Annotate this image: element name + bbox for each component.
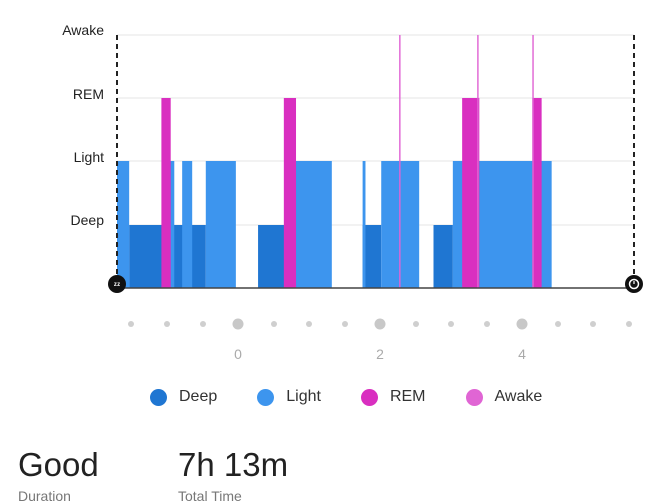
rem-segment <box>283 98 297 288</box>
minor-tick-dot <box>128 321 134 327</box>
minor-tick-dot <box>413 321 419 327</box>
light-segment <box>182 161 193 288</box>
sleep-start-icon-glyph: ᶻᶻ <box>114 280 121 290</box>
light-segment <box>292 161 332 288</box>
alarm-clock-icon-face <box>628 278 640 290</box>
awake-segment <box>477 35 479 288</box>
legend-label: Awake <box>494 388 543 405</box>
minor-tick-dot <box>484 321 490 327</box>
light-segment <box>362 161 366 288</box>
legend-dot <box>465 388 483 406</box>
y-axis-labels: Deep Light REM Awake <box>62 22 104 228</box>
legend-item-light: Light <box>257 388 321 406</box>
minor-tick-dot <box>164 321 170 327</box>
sleep-quality-stat: Good Duration <box>18 448 99 504</box>
minor-tick-dot <box>271 321 277 327</box>
sleep-quality-value: Good <box>18 446 99 483</box>
legend-dot <box>150 388 167 406</box>
y-tick-label: Light <box>74 149 104 165</box>
major-tick-dot <box>374 318 386 330</box>
rem-segment <box>161 98 171 288</box>
light-segment <box>117 161 130 288</box>
minor-tick-dot <box>342 321 348 327</box>
legend-label: Deep <box>179 388 218 405</box>
chart-axes <box>116 35 635 289</box>
y-tick-label: Deep <box>71 212 105 228</box>
total-time-value: 7h 13m <box>178 446 289 483</box>
chart-legend: Deep Light REM Awake <box>150 388 582 406</box>
legend-item-deep: Deep <box>150 388 217 406</box>
rem-segment <box>462 98 480 288</box>
x-tick-label: 0 <box>234 346 242 362</box>
chart-bars <box>117 35 552 288</box>
total-time-label: Total Time <box>178 488 242 504</box>
sleep-start-icon <box>108 275 126 293</box>
major-tick-dot <box>516 318 528 330</box>
minor-tick-dot <box>590 321 596 327</box>
minor-tick-dot <box>306 321 312 327</box>
x-tick-label: 4 <box>518 346 526 362</box>
chart-gridlines <box>117 34 634 226</box>
legend-item-awake: Awake <box>465 388 543 406</box>
total-time-stat: 7h 13m Total Time <box>178 448 288 504</box>
legend-dot <box>257 388 275 406</box>
legend-dot <box>360 388 378 406</box>
x-axis-ticks: 0 2 4 <box>128 318 632 362</box>
minor-tick-dot <box>555 321 561 327</box>
x-tick-label: 2 <box>376 346 384 362</box>
major-tick-dot <box>232 318 244 330</box>
legend-label: REM <box>389 388 426 405</box>
deep-segment <box>433 225 453 288</box>
minor-tick-dot <box>448 321 454 327</box>
rem-segment <box>532 98 542 288</box>
deep-segment <box>362 225 382 288</box>
awake-segment <box>532 35 534 288</box>
minor-tick-dot <box>626 321 632 327</box>
light-segment <box>205 161 236 288</box>
legend-label: Light <box>286 388 321 405</box>
sleep-stages-chart: Deep Light REM Awake 0 2 4 ᶻᶻ <box>62 22 643 362</box>
sleep-quality-label: Duration <box>18 488 71 504</box>
legend-item-rem: REM <box>360 388 426 406</box>
chart-endpoint-markers: ᶻᶻ <box>108 275 643 293</box>
y-tick-label: Awake <box>62 22 104 38</box>
awake-segment <box>399 35 401 288</box>
y-tick-label: REM <box>73 86 104 102</box>
minor-tick-dot <box>200 321 206 327</box>
